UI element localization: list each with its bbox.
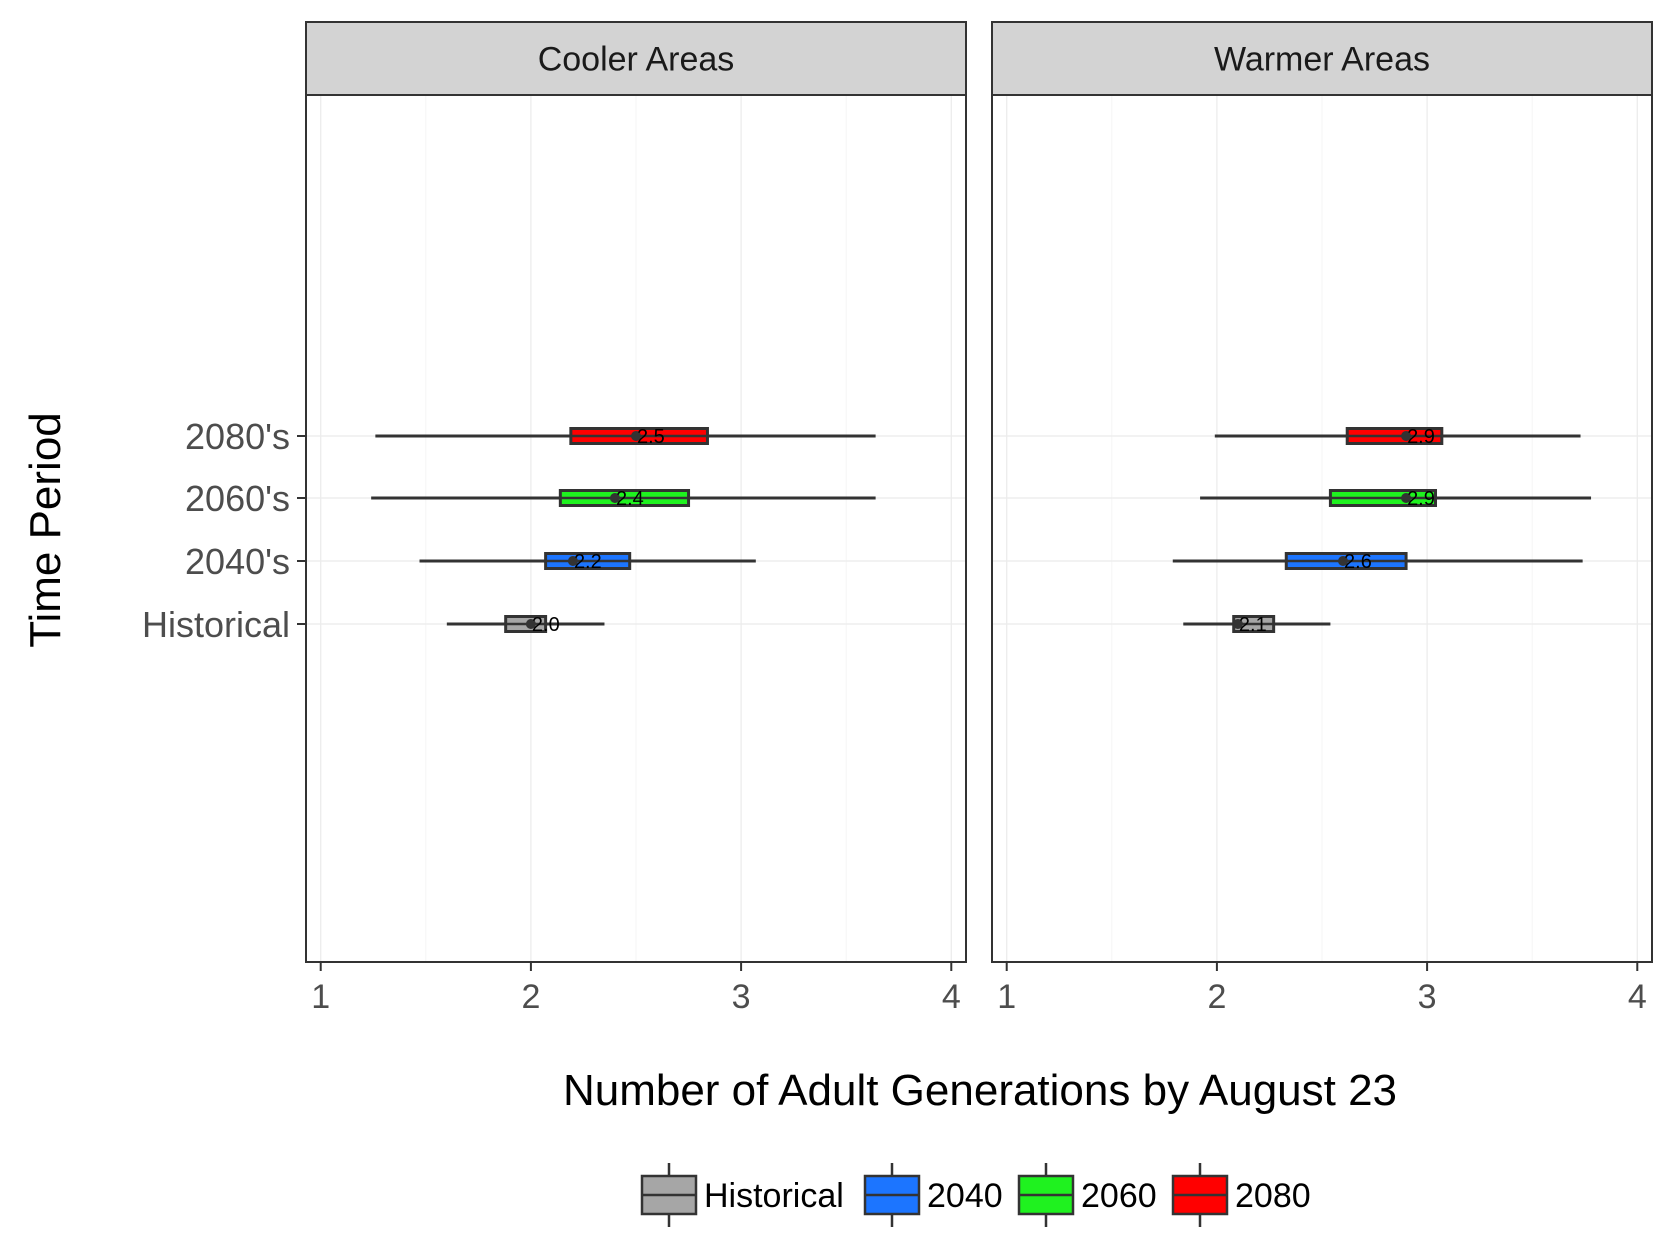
y-tick-label: 2040's xyxy=(185,541,290,582)
data-label: 2.1 xyxy=(1239,614,1267,636)
x-tick-label: 1 xyxy=(997,978,1016,1016)
box-historical: 2.0 xyxy=(446,614,605,636)
panel-border xyxy=(991,94,1653,963)
mean-point xyxy=(567,556,578,566)
data-label: 2.2 xyxy=(574,551,602,573)
y-tick-label: Historical xyxy=(142,604,290,645)
y-axis-labels: Historical 2040's 2060's 2080's xyxy=(142,416,306,645)
mean-point xyxy=(631,431,641,441)
box-2080: 2.9 xyxy=(1214,426,1581,448)
data-label: 2.9 xyxy=(1407,488,1435,510)
mean-point xyxy=(1401,431,1412,441)
mean-point xyxy=(525,619,536,629)
x-tick-label: 2 xyxy=(521,978,540,1016)
facet-strip xyxy=(305,21,967,96)
box-historical: 2.1 xyxy=(1183,614,1331,636)
y-tick-label: 2060's xyxy=(185,478,290,519)
legend-label: 2040 xyxy=(927,1177,1003,1215)
legend-label: Historical xyxy=(704,1177,844,1215)
legend-item-2080: 2080 xyxy=(1171,1163,1311,1227)
data-label: 2.4 xyxy=(616,488,644,510)
x-tick-label: 4 xyxy=(1628,978,1647,1016)
x-tick-label: 4 xyxy=(942,978,961,1016)
data-label: 2.0 xyxy=(532,614,560,636)
box-2040: 2.6 xyxy=(1172,551,1583,573)
x-tick-label: 2 xyxy=(1207,978,1226,1016)
legend-label: 2060 xyxy=(1081,1177,1157,1215)
x-tick-label: 1 xyxy=(311,978,330,1016)
facet-strip-label: Warmer Areas xyxy=(1214,41,1430,79)
y-tick-label: 2080's xyxy=(185,416,290,457)
mean-point xyxy=(609,493,620,503)
box-2080: 2.5 xyxy=(375,426,876,448)
mean-point xyxy=(1232,619,1243,629)
data-label: 2.6 xyxy=(1344,551,1372,573)
panel-border xyxy=(305,94,967,963)
legend-item-historical: Historical xyxy=(640,1163,844,1227)
y-axis-title: Time Period xyxy=(21,412,70,648)
x-tick-label: 3 xyxy=(732,978,751,1016)
legend: Historical 2040 2060 2080 xyxy=(640,1163,1311,1227)
x-axis-title: Number of Adult Generations by August 23 xyxy=(563,1066,1397,1115)
legend-label: 2080 xyxy=(1235,1177,1311,1215)
x-tick-label: 3 xyxy=(1418,978,1437,1016)
box-2040: 2.2 xyxy=(419,551,756,573)
data-label: 2.9 xyxy=(1407,426,1435,448)
mean-point xyxy=(1401,493,1412,503)
panel-cooler: Cooler Areas 2.0 2.2 2.4 2.5 1 2 3 4 xyxy=(305,21,967,1016)
facet-strip xyxy=(991,21,1653,96)
facet-strip-label: Cooler Areas xyxy=(538,41,735,79)
box-2060: 2.9 xyxy=(1200,488,1592,510)
legend-item-2040: 2040 xyxy=(863,1163,1003,1227)
legend-item-2060: 2060 xyxy=(1017,1163,1157,1227)
panel-warmer: Warmer Areas 2.1 2.6 2.9 2.9 1 2 3 4 xyxy=(991,21,1653,1016)
box-2060: 2.4 xyxy=(371,488,876,510)
mean-point xyxy=(1338,556,1349,566)
data-label: 2.5 xyxy=(637,426,665,448)
